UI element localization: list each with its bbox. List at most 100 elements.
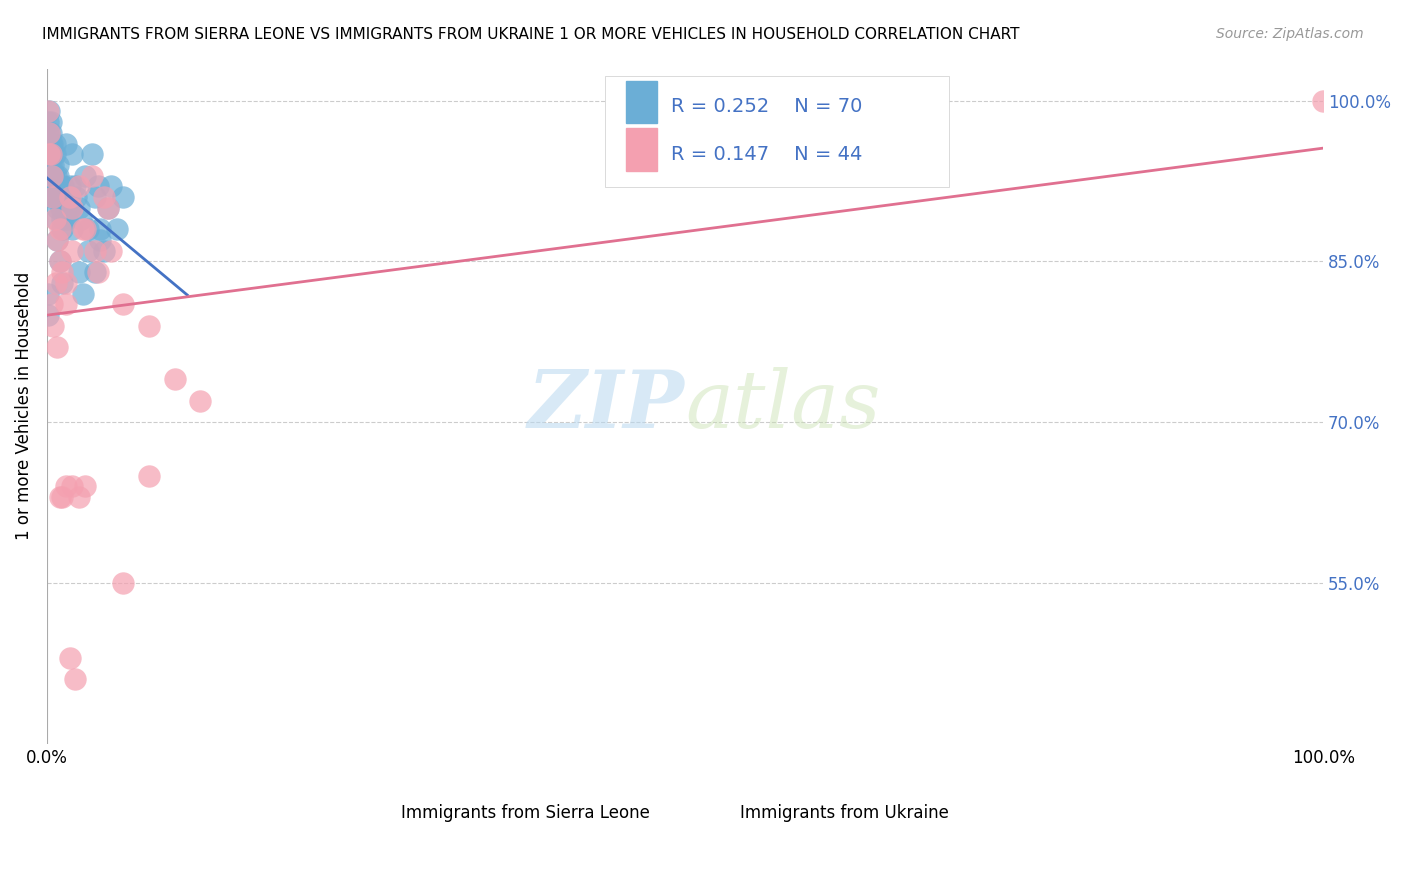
Point (44, 147, 66, 161)
Point (138, 468, 160, 483)
Point (38, 147, 60, 161)
Point (138, 318, 160, 333)
Point (58, 190, 80, 204)
Point (67, 201, 90, 215)
Point (72, 286, 94, 301)
Point (72, 222, 94, 236)
Text: Immigrants from Sierra Leone: Immigrants from Sierra Leone (401, 805, 650, 822)
Point (62, 244, 84, 258)
Point (42, 169, 65, 183)
Point (37, 126, 59, 140)
Point (75, 222, 97, 236)
Point (48, 179, 70, 194)
Point (52, 179, 75, 194)
Point (80, 147, 103, 161)
Point (62, 479, 84, 493)
Point (39, 115, 62, 129)
Point (67, 490, 90, 504)
Point (75, 169, 97, 183)
Point (41, 169, 63, 183)
Point (44, 211, 66, 226)
Point (55, 136, 77, 151)
Point (48, 158, 70, 172)
Point (45, 211, 67, 226)
Point (97, 201, 120, 215)
Point (89, 222, 111, 236)
Point (48, 254, 70, 268)
Point (188, 393, 211, 408)
Point (75, 479, 97, 493)
Point (76, 244, 98, 258)
Point (59, 201, 82, 215)
Point (105, 222, 128, 236)
Point (44, 190, 66, 204)
Point (48, 254, 70, 268)
Point (46, 340, 69, 354)
Point (42, 169, 65, 183)
Point (39, 126, 62, 140)
Point (51, 490, 73, 504)
Text: atlas: atlas (685, 368, 880, 445)
Point (163, 372, 186, 386)
Point (87, 265, 110, 279)
Point (48, 169, 70, 183)
Point (39, 158, 62, 172)
Point (37, 286, 59, 301)
Point (41, 297, 63, 311)
Text: ZIP: ZIP (529, 368, 685, 445)
Point (45, 179, 67, 194)
Point (38, 136, 60, 151)
Y-axis label: 1 or more Vehicles in Household: 1 or more Vehicles in Household (15, 272, 32, 541)
Point (53, 190, 76, 204)
Point (70, 211, 93, 226)
Point (112, 297, 135, 311)
Point (97, 201, 120, 215)
Point (62, 201, 84, 215)
Point (46, 233, 69, 247)
Point (51, 265, 73, 279)
Point (46, 233, 69, 247)
Point (45, 169, 67, 183)
Point (76, 222, 98, 236)
Point (67, 265, 90, 279)
Point (37, 115, 59, 129)
Point (38, 126, 60, 140)
Point (55, 201, 77, 215)
Text: IMMIGRANTS FROM SIERRA LEONE VS IMMIGRANTS FROM UKRAINE 1 OR MORE VEHICLES IN HO: IMMIGRANTS FROM SIERRA LEONE VS IMMIGRAN… (42, 27, 1019, 42)
Point (59, 651, 82, 665)
Point (93, 190, 115, 204)
Point (112, 575, 135, 590)
Point (45, 276, 67, 290)
Point (55, 297, 77, 311)
Point (65, 190, 87, 204)
Text: R = 0.252    N = 70: R = 0.252 N = 70 (671, 97, 862, 117)
Point (38, 158, 60, 172)
Point (37, 308, 59, 322)
Point (62, 147, 84, 161)
Point (46, 201, 69, 215)
Point (112, 190, 135, 204)
Point (38, 126, 60, 140)
Point (38, 104, 60, 119)
Point (42, 190, 65, 204)
Point (67, 179, 90, 194)
Text: Source: ZipAtlas.com: Source: ZipAtlas.com (1216, 27, 1364, 41)
Point (89, 233, 111, 247)
Point (56, 211, 79, 226)
Point (39, 147, 62, 161)
Point (80, 169, 103, 183)
Point (84, 265, 107, 279)
Bar (430, 791, 465, 816)
Point (93, 244, 115, 258)
Point (62, 222, 84, 236)
Point (39, 147, 62, 161)
Point (41, 190, 63, 204)
Point (59, 190, 82, 204)
Bar (742, 791, 778, 816)
Point (38, 147, 60, 161)
Point (39, 136, 62, 151)
Point (42, 318, 65, 333)
Point (42, 158, 65, 172)
Point (84, 190, 107, 204)
Point (55, 479, 77, 493)
